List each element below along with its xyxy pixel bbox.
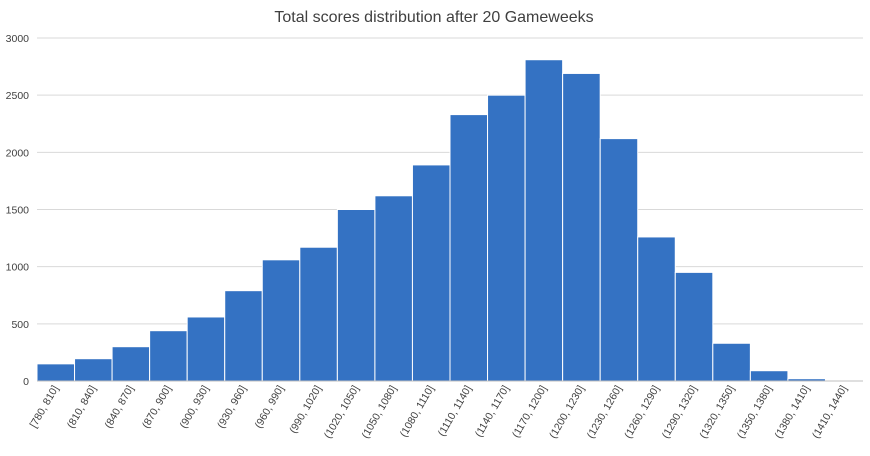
bar [749, 370, 789, 382]
bar [599, 138, 639, 382]
x-tick-label: (1050, 1080] [359, 383, 399, 440]
x-tick-label: (840, 870] [102, 383, 136, 430]
bars [36, 59, 864, 382]
x-tick-label: [780, 810] [28, 383, 62, 430]
bar [411, 164, 451, 382]
x-tick-label: (1230, 1260] [585, 383, 625, 440]
x-tick-label: (1350, 1380] [735, 383, 775, 440]
bar [674, 271, 714, 382]
y-tick-label: 3000 [6, 33, 30, 45]
bar [224, 290, 263, 382]
y-tick-label: 500 [11, 319, 29, 331]
x-tick-label: (870, 900] [140, 383, 174, 430]
bar [186, 316, 226, 382]
x-tick-label: (1140, 1170] [473, 383, 512, 439]
x-tick-label: (1290, 1320] [660, 383, 700, 440]
y-tick-label: 2000 [6, 147, 30, 159]
bar [299, 246, 338, 382]
x-tick-label: (1380, 1410] [772, 383, 812, 440]
x-axis-tick-labels: [780, 810] (810, 840] (840, 870] (870, 900]… [28, 383, 850, 440]
x-tick-label: (810, 840] [65, 383, 99, 430]
bar [712, 342, 751, 382]
bar [111, 346, 151, 382]
y-tick-label: 1000 [6, 262, 30, 274]
bar [261, 259, 301, 382]
bar [449, 114, 489, 382]
x-tick-label: (1170, 1200] [510, 383, 550, 439]
y-tick-label: 2500 [6, 90, 30, 102]
bar [149, 330, 188, 382]
x-tick-label: (1260, 1290] [622, 383, 662, 440]
x-tick-label: (1080, 1110] [398, 383, 437, 439]
y-tick-label: 1500 [6, 205, 30, 217]
x-tick-label: (1320, 1350] [697, 383, 737, 440]
x-tick-label: (1200, 1230] [547, 383, 587, 440]
x-tick-label: (1020, 1050] [322, 383, 362, 440]
x-tick-label: (990, 1020] [287, 383, 324, 435]
bar [36, 363, 76, 382]
chart-title: Total scores distribution after 20 Gamew… [274, 9, 593, 26]
bar [336, 209, 376, 382]
x-tick-label: (930, 960] [215, 383, 249, 430]
bar [562, 72, 601, 382]
bar [74, 358, 113, 382]
bar [637, 236, 676, 382]
x-tick-label: (1110, 1140] [436, 383, 475, 438]
x-tick-label: (960, 990] [253, 383, 287, 430]
bar [524, 59, 564, 382]
bar [374, 195, 413, 382]
x-tick-label: (900, 930] [178, 383, 212, 430]
y-axis-tick-labels: 0 500 1000 1500 2000 2500 3000 [6, 33, 30, 388]
x-tick-label: (1410, 1440] [810, 383, 850, 440]
bar [487, 94, 526, 382]
y-tick-label: 0 [23, 376, 29, 388]
